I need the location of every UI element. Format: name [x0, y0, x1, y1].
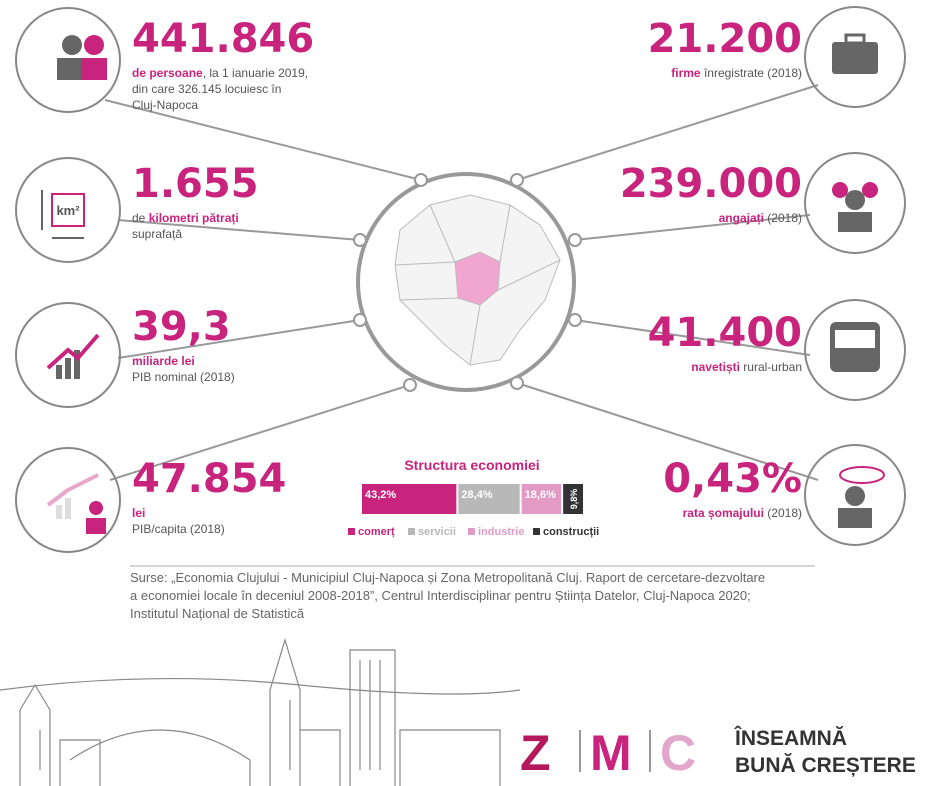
- bar-segment: [521, 484, 562, 514]
- skyline: [0, 637, 521, 786]
- legend-label: construcții: [543, 526, 599, 538]
- stat-description: rata șomajului (2018): [683, 506, 802, 520]
- stat-description: Cluj-Napoca: [132, 98, 198, 112]
- stat-value: 441.846: [132, 16, 314, 62]
- text: de: [132, 211, 149, 225]
- stat-description: angajați (2018): [719, 211, 802, 225]
- text: Cluj-Napoca: [132, 98, 198, 112]
- text: rural-urban: [740, 360, 802, 374]
- stat-description: navetiști rural-urban: [691, 360, 802, 374]
- highlight: rata șomajului: [683, 506, 764, 520]
- logo-letter: Z: [520, 725, 551, 781]
- stat-value: 21.200: [648, 16, 802, 62]
- source-line: Institutul Național de Statistică: [130, 606, 305, 621]
- value-label: 43,2%: [365, 489, 396, 501]
- connectors: [104, 84, 819, 481]
- stat-description: PIB/capita (2018): [132, 522, 225, 536]
- stat-description: miliarde lei: [132, 354, 195, 368]
- legend-swatch: [408, 528, 415, 535]
- legend-swatch: [348, 528, 355, 535]
- highlight: miliarde lei: [132, 354, 195, 368]
- text: (2018): [764, 211, 802, 225]
- bar-segment: [362, 484, 457, 514]
- bar-segment: [563, 484, 583, 514]
- source-line: Surse: „Economia Clujului - Municipiul C…: [130, 570, 765, 585]
- legend-swatch: [468, 528, 475, 535]
- text: , la 1 ianuarie 2019,: [203, 66, 308, 80]
- stat-description: firme înregistrate (2018): [671, 66, 802, 80]
- source-line: a economiei locale în deceniul 2008-2018…: [130, 588, 751, 603]
- bar-segment: [458, 484, 520, 514]
- stat-value: 0,43%: [663, 456, 802, 502]
- chart-title: Structura economiei: [404, 457, 539, 473]
- highlight: firme: [671, 66, 701, 80]
- highlight: de persoane: [132, 66, 203, 80]
- map: [394, 194, 561, 366]
- text: înregistrate (2018): [701, 66, 802, 80]
- value-label: 18,6%: [525, 489, 556, 501]
- stat-description: suprafață: [132, 227, 182, 241]
- nodes: [353, 173, 582, 392]
- text: (2018): [764, 506, 802, 520]
- stat-value: 41.400: [648, 310, 802, 356]
- value-label: 9,8%: [569, 489, 579, 510]
- text: PIB/capita (2018): [132, 522, 225, 536]
- stat-value: 39,3: [132, 304, 231, 350]
- stat-description: din care 326.145 locuiesc în: [132, 82, 281, 96]
- legend-label: comerț: [358, 526, 395, 538]
- legend-label: industrie: [478, 526, 524, 538]
- legend-label: servicii: [418, 526, 456, 538]
- stat-description: de kilometri pătrați: [132, 211, 239, 225]
- text: din care 326.145 locuiesc în: [132, 82, 281, 96]
- km-label: km²: [56, 203, 80, 218]
- value-label: 28,4%: [461, 489, 492, 501]
- highlight: navetiști: [691, 360, 740, 374]
- text: suprafață: [132, 227, 182, 241]
- stat-description: lei: [132, 506, 145, 520]
- highlight: angajați: [719, 211, 764, 225]
- stat-value: 239.000: [620, 161, 802, 207]
- highlight: lei: [132, 506, 145, 520]
- slogan-line: ÎNSEAMNĂ: [734, 726, 847, 750]
- highlight: kilometri pătrați: [149, 211, 239, 225]
- logo-letter: M: [590, 725, 632, 781]
- stat-value: 1.655: [132, 161, 259, 207]
- slogan-line: BUNĂ CREȘTERE: [735, 754, 916, 777]
- stat-value: 47.854: [132, 456, 286, 502]
- stat-description: PIB nominal (2018): [132, 370, 235, 384]
- text: PIB nominal (2018): [132, 370, 235, 384]
- legend-swatch: [533, 528, 540, 535]
- stat-description: de persoane, la 1 ianuarie 2019,: [132, 66, 308, 80]
- logo-letter: C: [660, 725, 696, 781]
- icons: km²: [15, 6, 906, 553]
